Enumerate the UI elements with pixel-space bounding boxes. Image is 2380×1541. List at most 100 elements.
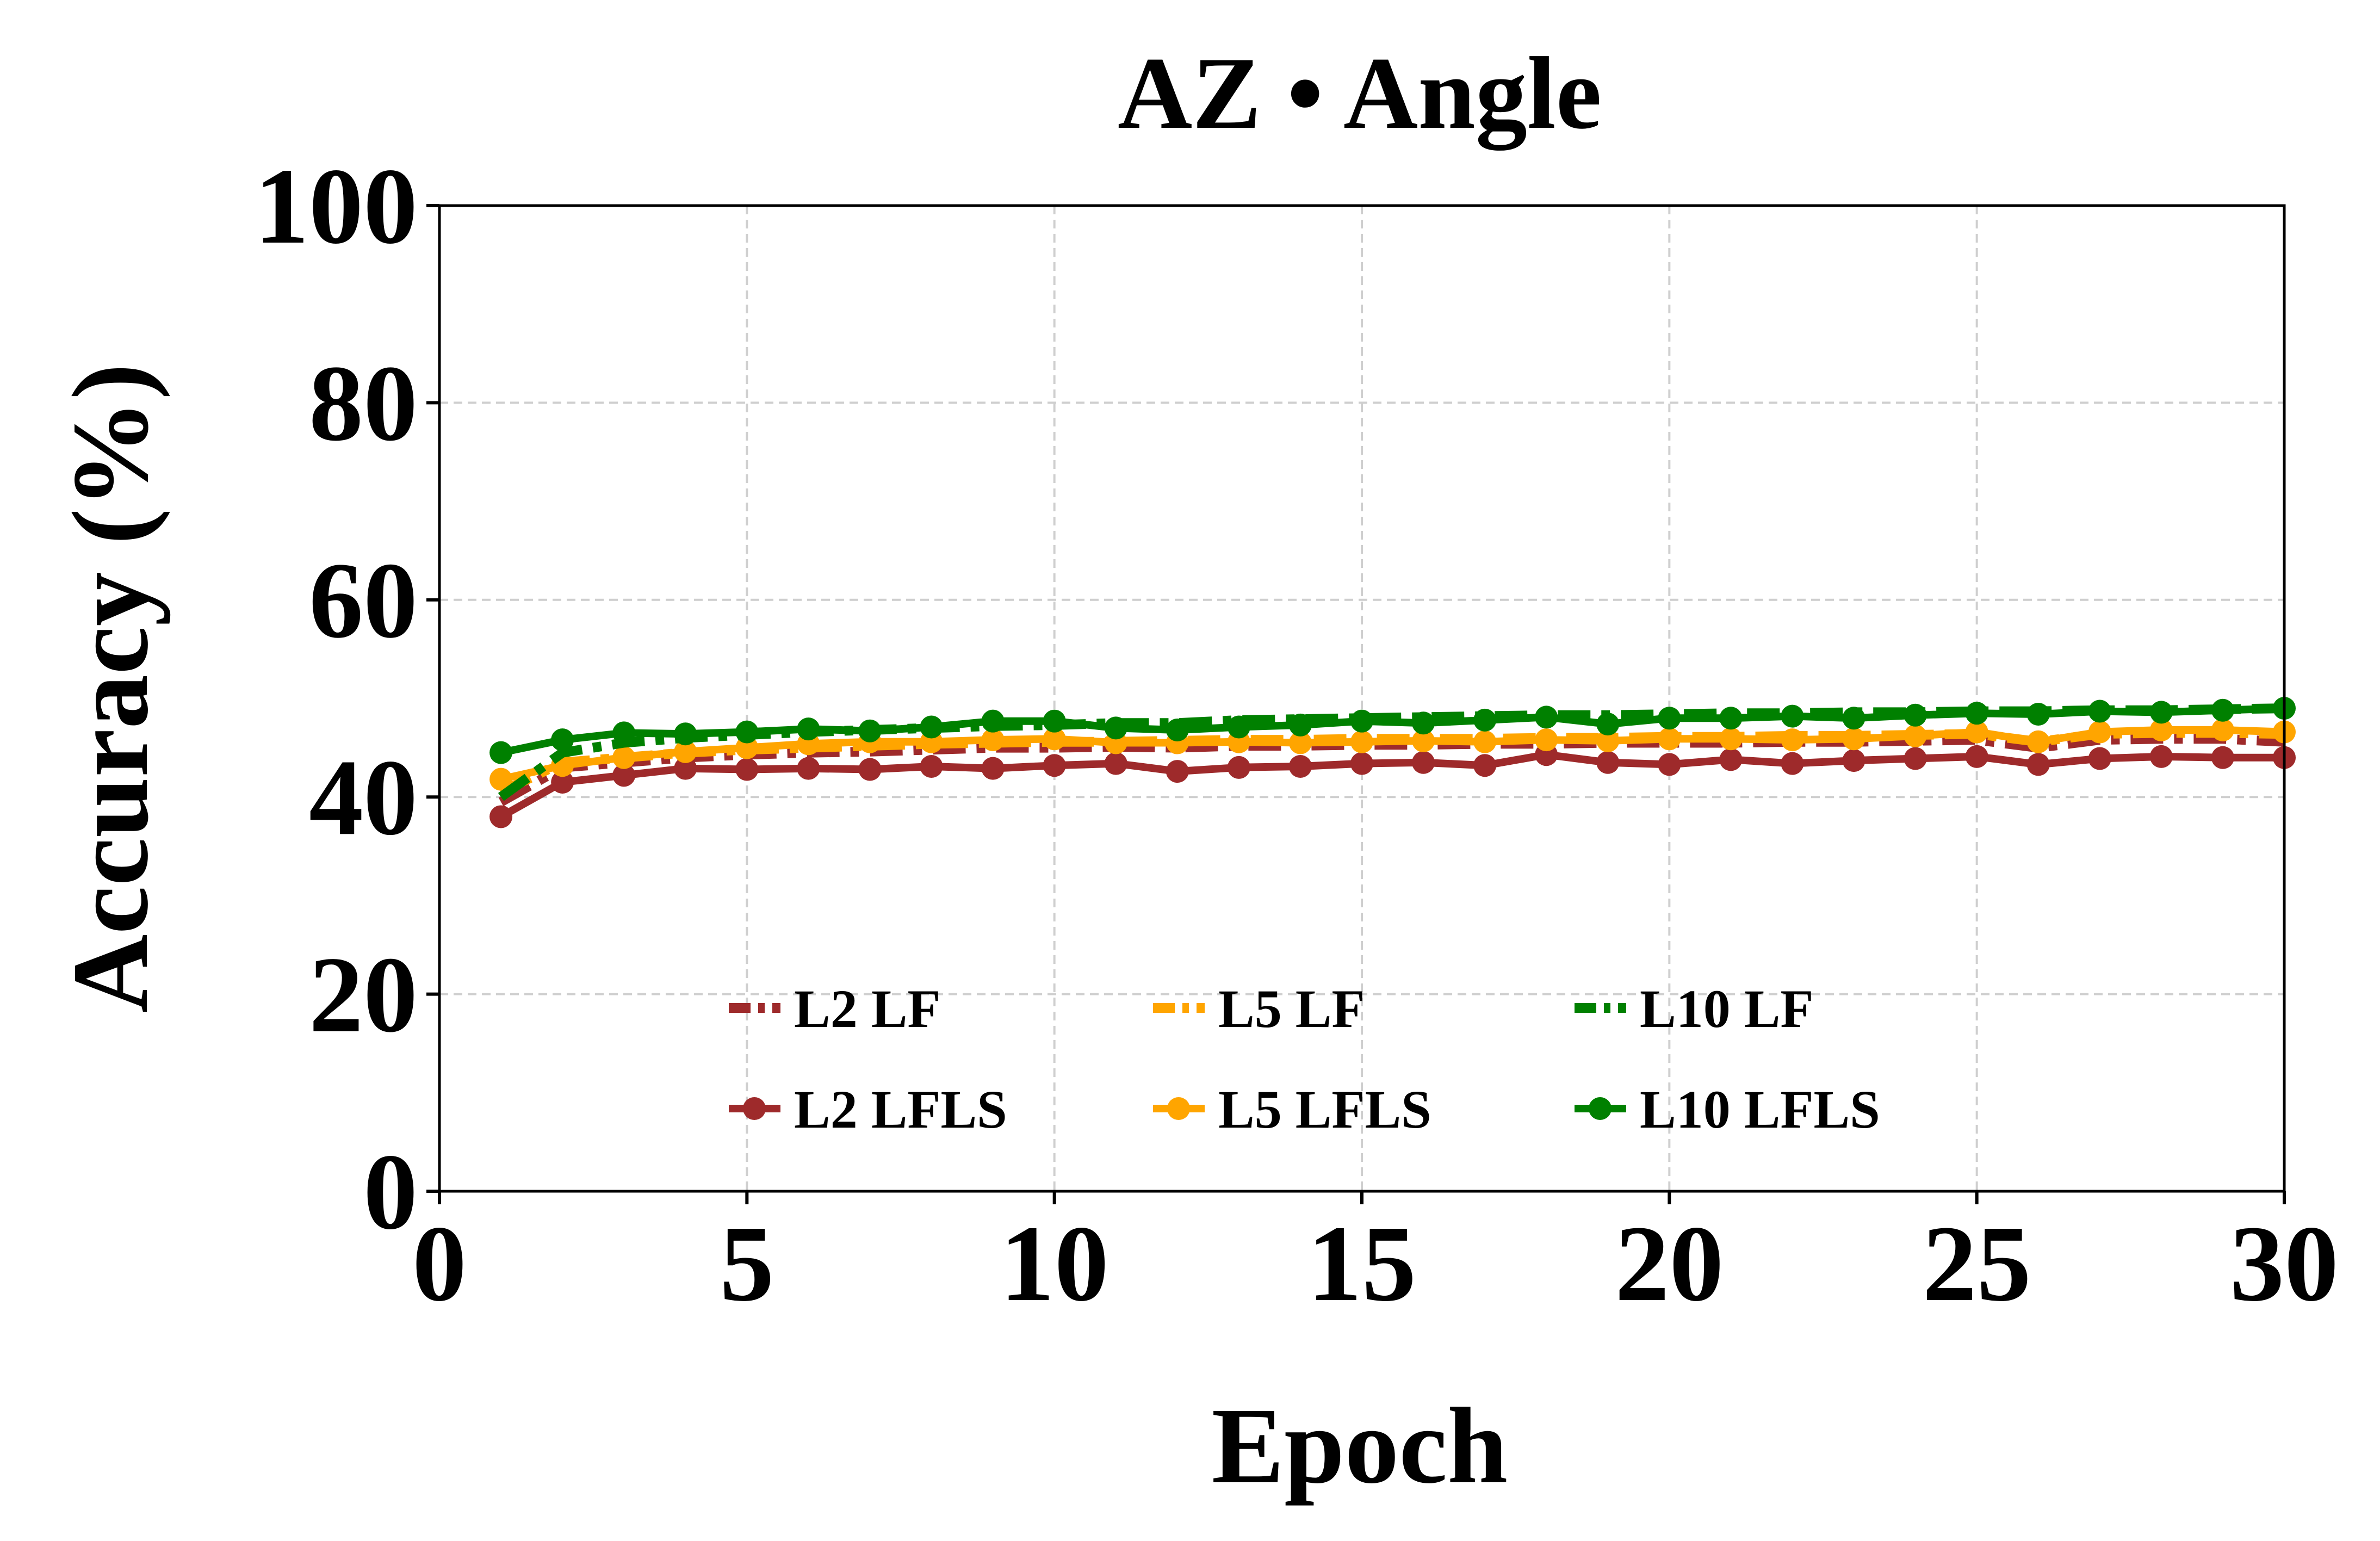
legend-item: L2 LFLS [729, 1079, 1007, 1140]
data-point [1596, 751, 1620, 774]
data-point [797, 757, 820, 780]
data-point [1596, 729, 1620, 752]
data-point [1043, 709, 1066, 733]
data-point [612, 746, 636, 769]
data-point [1781, 728, 1804, 752]
data-point [981, 709, 1005, 733]
x-tick-label: 15 [1307, 1204, 1416, 1324]
legend-marker [743, 1097, 766, 1120]
data-point [2088, 700, 2111, 723]
data-point [1227, 715, 1250, 739]
data-point [981, 728, 1005, 752]
legend-label: L10 LFLS [1640, 1079, 1880, 1140]
data-point [1658, 707, 1681, 730]
data-point [1412, 729, 1435, 752]
grid [439, 206, 2284, 1191]
legend-label: L10 LF [1640, 979, 1813, 1039]
data-point [735, 720, 759, 744]
data-point [1658, 753, 1681, 776]
data-point [858, 758, 882, 781]
data-point [2088, 747, 2111, 770]
chart-title: AZ • Angle [1118, 36, 1602, 151]
series-l2-lfls [489, 743, 2296, 828]
data-point [1658, 727, 1681, 751]
data-point [2149, 718, 2173, 741]
legend-item: L2 LF [729, 979, 940, 1039]
data-point [1842, 727, 1865, 751]
series-line [499, 751, 2284, 820]
data-point [2026, 702, 2050, 726]
x-tick-label: 25 [1923, 1204, 2031, 1324]
y-tick-label: 80 [309, 343, 418, 463]
data-point [920, 755, 943, 778]
data-point [1350, 709, 1373, 733]
data-point [1965, 720, 1988, 744]
data-point [858, 719, 882, 742]
data-point [735, 758, 759, 781]
legend: L2 LF L2 LFLS L5 LF L5 LFLS L10 LF L10 LFLS [729, 979, 1880, 1140]
x-tick-label: 10 [1000, 1204, 1109, 1324]
legend-marker [1167, 1097, 1190, 1120]
data-point [2088, 720, 2111, 744]
data-point [2149, 701, 2173, 724]
data-point [2211, 698, 2234, 722]
data-point [1473, 730, 1497, 753]
data-point [674, 722, 697, 746]
data-point [1227, 756, 1250, 779]
legend-item: L10 LF [1575, 979, 1813, 1039]
legend-label: L5 LFLS [1218, 1079, 1431, 1140]
y-tick-label: 40 [309, 738, 418, 858]
data-point [981, 757, 1005, 780]
data-point [1288, 713, 1312, 737]
data-point [2211, 746, 2234, 769]
data-point [1166, 718, 1189, 741]
data-point [1473, 754, 1497, 777]
data-point [1719, 748, 1743, 771]
data-point [1473, 708, 1497, 732]
data-point [1288, 755, 1312, 778]
data-point [551, 728, 574, 752]
legend-label: L2 LF [794, 979, 940, 1039]
data-point [1781, 752, 1804, 775]
data-point [2026, 730, 2050, 753]
y-tick-label: 20 [309, 935, 418, 1055]
y-tick-label: 100 [255, 146, 418, 267]
x-tick-label: 0 [412, 1204, 467, 1324]
data-point [1535, 705, 1558, 729]
data-point [2149, 745, 2173, 768]
x-axis-label: Epoch [1212, 1386, 1508, 1506]
series-l10-lfls [489, 697, 2296, 764]
data-point [1043, 754, 1066, 777]
data-point [1288, 731, 1312, 754]
legend-label: L5 LF [1218, 979, 1365, 1039]
data-point [1104, 716, 1127, 740]
y-tick-label: 0 [363, 1132, 418, 1252]
data-point [1350, 752, 1373, 775]
data-point [1043, 727, 1066, 751]
data-point [1965, 745, 1988, 768]
data-point [1166, 760, 1189, 783]
data-point [489, 768, 513, 791]
data-point [920, 715, 943, 739]
axis-ticks: 0 5 10 15 20 25 30 0 20 40 60 80 100 [255, 146, 2339, 1324]
data-point [1904, 724, 1927, 747]
legend-item: L5 LF [1153, 979, 1365, 1039]
data-point [489, 805, 513, 828]
data-point [1596, 713, 1620, 736]
legend-item: L10 LFLS [1575, 1079, 1880, 1140]
x-tick-label: 20 [1615, 1204, 1724, 1324]
data-point [1412, 751, 1435, 774]
data-point [1719, 707, 1743, 730]
data-point [2211, 718, 2234, 741]
data-point [1965, 702, 1988, 725]
data-point [1350, 730, 1373, 753]
data-point [1412, 711, 1435, 735]
y-tick-label: 60 [309, 541, 418, 661]
data-point [674, 740, 697, 763]
x-tick-label: 30 [2230, 1204, 2339, 1324]
data-point [1842, 749, 1865, 772]
data-point [1535, 728, 1558, 752]
legend-label: L2 LFLS [794, 1079, 1007, 1140]
data-point [1719, 727, 1743, 751]
